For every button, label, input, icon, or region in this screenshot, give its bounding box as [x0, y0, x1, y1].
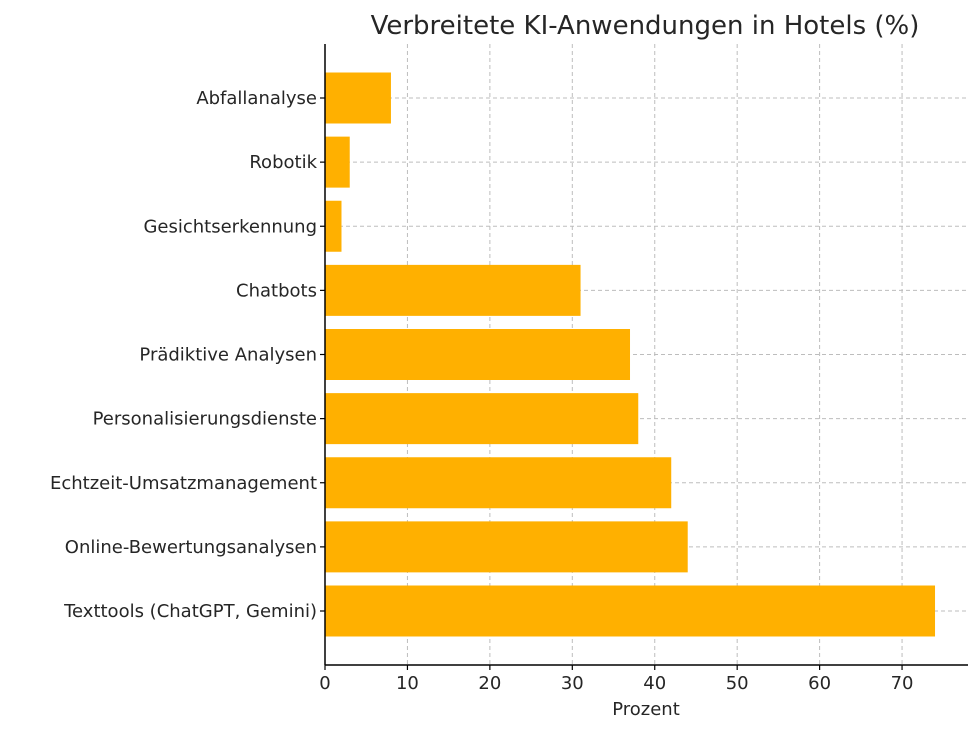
x-tick-label: 70: [891, 673, 914, 694]
x-tick-label: 40: [643, 673, 666, 694]
y-tick-label: Echtzeit-Umsatzmanagement: [50, 473, 317, 494]
y-tick-label: Robotik: [249, 152, 317, 173]
bars: [325, 72, 936, 637]
y-tick-label: Personalisierungsdienste: [93, 409, 317, 430]
y-tick-label: Texttools (ChatGPT, Gemini): [63, 601, 317, 622]
bar: [325, 393, 639, 445]
y-tick-label: Prädiktive Analysen: [139, 345, 317, 366]
y-tick-label: Gesichtserkennung: [143, 216, 317, 237]
bar: [325, 457, 672, 509]
bar: [325, 521, 688, 573]
bar: [325, 264, 581, 316]
x-tick-label: 20: [478, 673, 501, 694]
x-ticks: 0 10 20 30 40 50 60 70: [319, 665, 914, 694]
y-ticks: Texttools (ChatGPT, Gemini) Online-Bewert…: [50, 88, 325, 622]
chart-title: Verbreitete KI-Anwendungen in Hotels (%): [371, 11, 920, 41]
y-tick-label: Online-Bewertungsanalysen: [65, 537, 317, 558]
x-tick-label: 50: [726, 673, 749, 694]
x-tick-label: 0: [319, 673, 330, 694]
bar: [325, 200, 342, 252]
bar: [325, 329, 631, 380]
x-tick-label: 60: [808, 673, 831, 694]
y-tick-label: Abfallanalyse: [196, 88, 317, 109]
x-tick-label: 10: [396, 673, 419, 694]
x-tick-label: 30: [561, 673, 584, 694]
x-axis-label: Prozent: [612, 699, 680, 720]
bar: [325, 72, 391, 124]
y-tick-label: Chatbots: [236, 280, 317, 301]
bar: [325, 136, 350, 188]
bar: [325, 585, 936, 637]
